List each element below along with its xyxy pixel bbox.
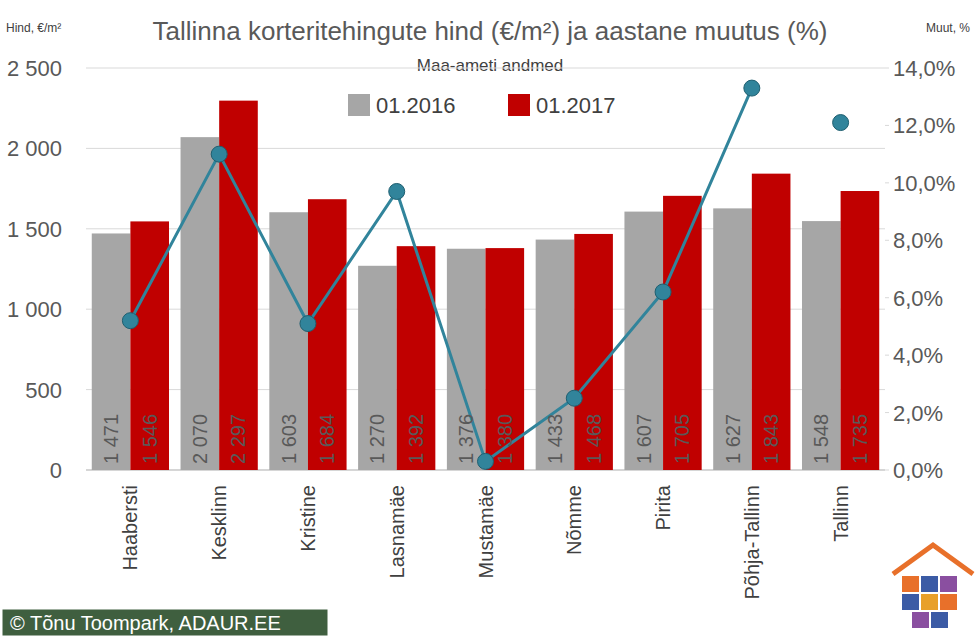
y2-tick — [885, 297, 889, 298]
y2-tick-label: 2,0% — [893, 401, 943, 426]
x-tick-label: Nõmme — [563, 485, 585, 555]
x-tick-label: Kristine — [297, 485, 319, 552]
data-label: 1 376 — [455, 414, 477, 464]
y-tick-label: 2 000 — [7, 136, 62, 161]
line-marker — [389, 183, 405, 199]
y2-tick-label: 0,0% — [893, 458, 943, 483]
y2-tick-label: 14,0% — [893, 56, 955, 81]
line-marker — [122, 313, 138, 329]
data-label: 1 843 — [760, 414, 782, 464]
bar — [92, 233, 131, 470]
y2-axis-label: Muut, % — [926, 21, 970, 35]
y2-tick — [885, 470, 889, 471]
title: Tallinna korteritehingute hind (€/m²) ja… — [153, 16, 828, 46]
y-tick-label: 1 500 — [7, 217, 62, 242]
data-label: 1 433 — [544, 414, 566, 464]
line-marker — [300, 316, 316, 332]
x-tick-label: Pirita — [652, 484, 674, 530]
x-tick-label: Lasnamäe — [386, 485, 408, 578]
logo-piece — [931, 612, 948, 628]
data-label: 1 684 — [316, 414, 338, 464]
data-label: 1 548 — [810, 414, 832, 464]
data-label: 1 380 — [494, 414, 516, 464]
bar — [663, 196, 702, 470]
y-tick-label: 0 — [50, 458, 62, 483]
line-marker — [655, 284, 671, 300]
annotation-box — [2, 609, 328, 636]
legend-label: 01.2016 — [376, 93, 456, 118]
data-label: 1 468 — [583, 414, 605, 464]
data-label: 1 603 — [278, 414, 300, 464]
bar — [536, 240, 575, 470]
x-tick-label: Mustamäe — [475, 485, 497, 578]
line-marker — [478, 453, 494, 469]
bar — [802, 221, 841, 470]
x-tick-label: Põhja-Tallinn — [741, 485, 763, 600]
logo-piece — [902, 594, 919, 610]
logo — [893, 545, 973, 628]
data-label: 1 471 — [100, 414, 122, 464]
data-label: 1 607 — [633, 414, 655, 464]
logo-piece — [912, 612, 929, 628]
line-marker — [833, 115, 849, 131]
y2-tick — [885, 125, 889, 126]
line-marker — [744, 80, 760, 96]
line — [130, 88, 751, 461]
bar — [308, 199, 347, 470]
data-label: 1 270 — [366, 414, 388, 464]
y2-tick — [885, 68, 889, 69]
logo-piece — [921, 576, 938, 592]
bar — [397, 246, 436, 470]
logo-piece — [902, 576, 919, 592]
y-tick-label: 2 500 — [7, 56, 62, 81]
y2-tick — [885, 355, 889, 356]
y-tick-label: 1 000 — [7, 297, 62, 322]
bar — [358, 266, 397, 470]
x-tick-label: Haabersti — [119, 485, 141, 571]
bar — [752, 174, 791, 470]
data-label: 2 297 — [227, 414, 249, 464]
legend-swatch — [508, 94, 530, 116]
y-tick-label: 500 — [25, 378, 62, 403]
logo-roof — [893, 545, 973, 574]
bar — [269, 212, 308, 470]
plot-marks — [92, 88, 879, 470]
logo-piece — [940, 576, 957, 592]
y2-tick-label: 6,0% — [893, 286, 943, 311]
y2-tick-label: 12,0% — [893, 113, 955, 138]
y2-tick — [885, 240, 889, 241]
data-label: 2 070 — [189, 414, 211, 464]
data-label: 1 735 — [849, 414, 871, 464]
logo-piece — [940, 594, 957, 610]
subtitle: Maa-ameti andmed — [417, 56, 563, 75]
line-marker — [211, 146, 227, 162]
bar — [181, 137, 220, 470]
line-markers — [122, 80, 848, 469]
x-tick-label: Kesklinn — [208, 485, 230, 561]
legend-label: 01.2017 — [536, 93, 616, 118]
annotation: © Tõnu Toompark, ADAUR.EE — [10, 612, 281, 634]
bar — [624, 212, 663, 470]
bar — [841, 191, 880, 470]
chart: Tallinna korteritehingute hind (€/m²) ja… — [0, 0, 977, 638]
y2-tick — [885, 182, 889, 183]
bar — [574, 234, 613, 470]
legend-swatch — [348, 94, 370, 116]
grid-line — [86, 68, 885, 69]
y2-tick-label: 10,0% — [893, 171, 955, 196]
y2-tick-label: 8,0% — [893, 228, 943, 253]
data-label: 1 705 — [671, 414, 693, 464]
line-marker — [566, 390, 582, 406]
y2-tick-label: 4,0% — [893, 343, 943, 368]
background — [0, 0, 977, 638]
logo-piece — [921, 594, 938, 610]
bar — [713, 208, 752, 470]
data-label: 1 627 — [722, 414, 744, 464]
y2-tick — [885, 412, 889, 413]
y-axis-label: Hind, €/m² — [6, 21, 61, 35]
data-label: 1 546 — [139, 414, 161, 464]
x-tick-label: Tallinn — [830, 485, 852, 542]
data-label: 1 392 — [405, 414, 427, 464]
